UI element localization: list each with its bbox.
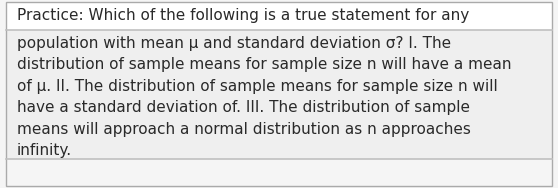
Bar [6,2,552,30]
Text: distribution of sample means for sample size n will have a mean: distribution of sample means for sample … [17,58,511,72]
Text: have a standard deviation of. III. The distribution of sample: have a standard deviation of. III. The d… [17,100,470,115]
Text: means will approach a normal distribution as n approaches: means will approach a normal distributio… [17,122,470,137]
Text: Practice: Which of the following is a true statement for any: Practice: Which of the following is a tr… [17,8,469,23]
Text: infinity.: infinity. [17,143,72,158]
Text: population with mean μ and standard deviation σ? I. The: population with mean μ and standard devi… [17,36,451,51]
Bar [6,30,552,159]
Text: of μ. II. The distribution of sample means for sample size n will: of μ. II. The distribution of sample mea… [17,79,498,94]
